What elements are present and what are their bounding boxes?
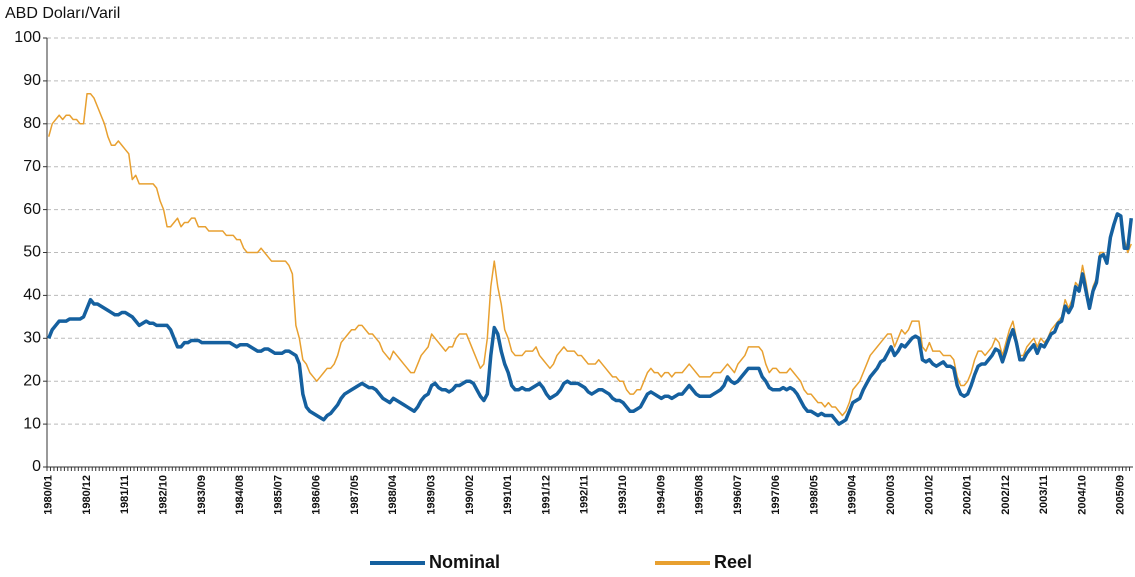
x-tick-label: 1982/10: [158, 475, 170, 515]
x-tick-label: 1981/11: [119, 475, 131, 514]
x-tick-label: 1989/03: [426, 475, 438, 515]
x-tick-label: 1990/02: [464, 475, 476, 515]
x-tick-label: 1994/09: [655, 475, 667, 515]
x-tick-label: 2005/09: [1115, 475, 1127, 515]
x-tick-label: 1992/11: [579, 475, 591, 514]
y-tick-label: 30: [23, 330, 41, 347]
y-tick-label: 40: [23, 287, 41, 304]
x-tick-label: 2002/01: [962, 475, 974, 515]
x-tick-label: 1998/05: [808, 475, 820, 515]
x-tick-label: 1999/04: [847, 474, 859, 515]
x-tick-label: 2000/03: [885, 475, 897, 515]
y-tick-label: 60: [23, 201, 41, 218]
y-tick-label: 0: [32, 458, 41, 475]
x-tick-label: 1997/06: [770, 475, 782, 515]
x-tick-label: 1984/08: [234, 475, 246, 515]
series-line: [47, 212, 1133, 426]
legend-label: Reel: [714, 552, 752, 572]
x-tick-label: 2001/02: [923, 475, 935, 515]
x-tick-label: 1993/10: [617, 475, 629, 515]
x-tick-label: 1987/05: [349, 475, 361, 515]
y-tick-label: 10: [23, 415, 41, 432]
x-tick-label: 1983/09: [196, 475, 208, 515]
y-axis-label: ABD Doları/Varil: [5, 5, 120, 22]
y-tick-label: 90: [23, 72, 41, 89]
x-tick-label: 1996/07: [732, 475, 744, 515]
x-tick-label: 1988/04: [387, 474, 399, 515]
x-tick-label: 1985/07: [272, 475, 284, 515]
x-tick-label: 1991/01: [502, 475, 514, 515]
x-tick-label: 2002/12: [1000, 475, 1012, 515]
y-tick-label: 20: [23, 372, 41, 389]
x-tick-label: 1995/08: [694, 475, 706, 515]
y-tick-label: 100: [14, 29, 41, 46]
y-tick-label: 70: [23, 158, 41, 175]
x-tick-label: 1986/06: [311, 475, 323, 515]
legend-label: Nominal: [429, 552, 500, 572]
x-tick-label: 2004/10: [1076, 475, 1088, 515]
x-tick-label: 2003/11: [1038, 475, 1050, 514]
x-tick-label: 1980/12: [81, 475, 93, 515]
x-tick-label: 1980/01: [43, 475, 55, 515]
y-tick-label: 80: [23, 115, 41, 132]
series-line: [48, 93, 1132, 417]
y-tick-label: 50: [23, 244, 41, 261]
x-tick-label: 1991/12: [540, 475, 552, 515]
